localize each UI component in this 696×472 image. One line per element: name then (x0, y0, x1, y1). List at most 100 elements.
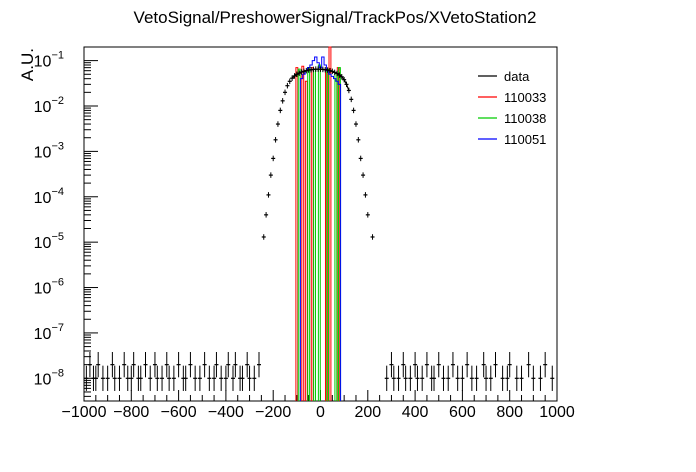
data-point (171, 365, 176, 391)
x-tick-label: 200 (354, 404, 381, 421)
data-point (469, 365, 474, 391)
data-point (441, 365, 446, 391)
x-tick-label: −600 (161, 404, 197, 421)
data-point (500, 365, 505, 391)
y-axis-label: A.U. (18, 48, 37, 81)
data-point (408, 365, 413, 391)
data-point (214, 351, 219, 378)
data-point (193, 365, 198, 391)
legend: data 110033 110038 110051 (474, 65, 546, 147)
y-tick-label: 10−6 (34, 277, 64, 298)
data-point (391, 365, 396, 391)
data-point (526, 351, 531, 378)
data-point (167, 365, 172, 391)
x-tick-label: −200 (255, 404, 291, 421)
data-point (273, 137, 278, 143)
data-point (363, 192, 368, 198)
data-point (365, 212, 370, 218)
data-point (223, 365, 228, 391)
data-point (84, 365, 89, 391)
data-point (389, 351, 394, 378)
data-point (152, 351, 157, 378)
x-tick-label: 600 (449, 404, 476, 421)
x-tick-label: 800 (496, 404, 523, 421)
data-point (401, 351, 406, 378)
data-point (176, 351, 181, 378)
data-point (264, 212, 269, 218)
legend-label-data: data (504, 69, 530, 84)
y-axis: 10−8 10−7 10−6 10−5 10−4 10−3 10−2 10−1 (34, 50, 98, 397)
data-point (233, 351, 238, 378)
data-point (271, 155, 276, 162)
data-point (436, 351, 441, 378)
histogram-bar-110038 (317, 64, 321, 401)
data-point (117, 365, 122, 391)
histogram-bar-110033 (328, 46, 332, 401)
data-curve (291, 68, 350, 91)
data-point (93, 365, 98, 391)
plot-area (84, 46, 555, 401)
data-point (261, 234, 266, 240)
data-point (96, 351, 101, 378)
x-tick-label: 1000 (539, 404, 575, 421)
data-point (257, 351, 262, 378)
chart-title: VetoSignal/PreshowerSignal/TrackPos/XVet… (134, 8, 537, 27)
data-point (155, 365, 160, 391)
histogram-bar-110033 (304, 80, 308, 401)
legend-label-110051: 110051 (504, 132, 546, 147)
data-point (138, 365, 143, 391)
y-tick-label: 10−5 (34, 231, 64, 252)
data-point (188, 351, 193, 378)
data-point (460, 365, 465, 391)
data-point (202, 351, 207, 378)
data-point (514, 365, 519, 391)
data-point (183, 365, 188, 391)
data-point (266, 192, 271, 198)
data-point (247, 365, 252, 391)
histogram-bar-110033 (295, 67, 299, 401)
data-point (280, 98, 285, 104)
x-tick-label: 0 (316, 404, 325, 421)
y-tick-label: 10−1 (34, 50, 64, 71)
data-point (207, 365, 212, 391)
data-point (230, 365, 235, 391)
data-point (432, 365, 437, 391)
data-point (370, 234, 375, 240)
data-point (125, 365, 130, 391)
data-point (131, 351, 136, 378)
data-point (420, 365, 425, 391)
data-point (474, 365, 479, 391)
data-point (275, 121, 280, 127)
data-point (424, 351, 429, 378)
data-point (550, 365, 555, 391)
data-point (105, 365, 110, 391)
data-point (283, 89, 288, 96)
x-tick-label: −400 (208, 404, 244, 421)
data-point (484, 365, 489, 391)
data-point (87, 351, 92, 378)
data-point (129, 365, 134, 391)
data-point (285, 82, 290, 89)
legend-label-110033: 110033 (504, 90, 546, 105)
data-point (212, 365, 217, 391)
data-point (465, 351, 470, 378)
histogram-bar-110038 (334, 71, 338, 401)
y-tick-label: 10−7 (34, 322, 64, 343)
data-point (351, 107, 356, 114)
x-tick-label: 400 (402, 404, 429, 421)
x-tick-label: −1000 (62, 404, 107, 421)
data-point (356, 137, 361, 143)
data-point (143, 351, 148, 378)
data-point (488, 365, 493, 391)
y-tick-label: 10−2 (34, 95, 64, 116)
data-point (519, 365, 524, 391)
data-point (361, 172, 366, 178)
histogram-bar-110033 (310, 67, 314, 401)
histogram-bar-110038 (297, 68, 301, 401)
data-point (455, 365, 460, 391)
data-point (384, 365, 389, 391)
histogram-bar-110038 (307, 67, 311, 401)
data-point (450, 351, 455, 378)
x-axis: −1000 −800 −600 −400 −200 0 200 400 600 800 1000 (62, 390, 575, 421)
